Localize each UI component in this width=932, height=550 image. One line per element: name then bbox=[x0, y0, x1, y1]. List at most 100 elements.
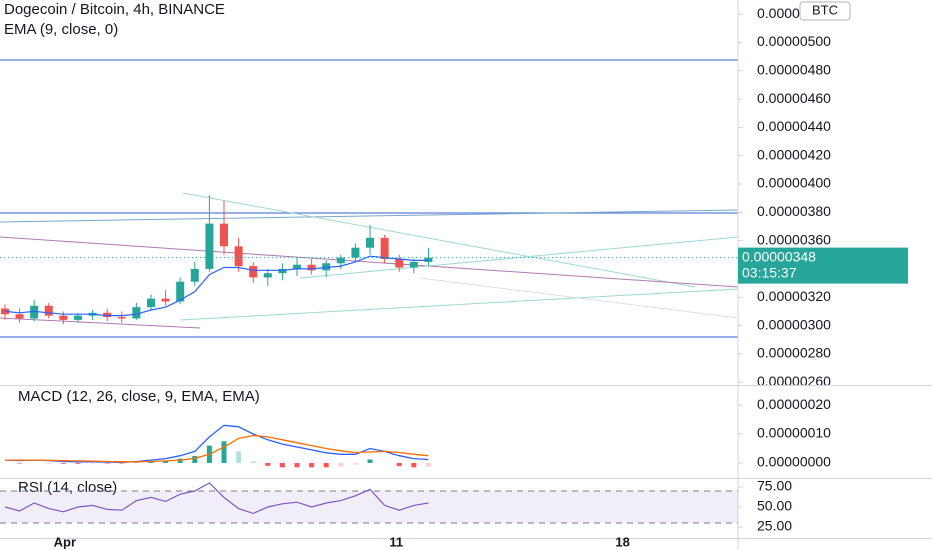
currency[interactable]: BTC bbox=[812, 2, 838, 17]
macd-hist bbox=[309, 462, 315, 468]
macd-hist bbox=[148, 461, 154, 463]
rsi-line bbox=[4, 482, 429, 515]
candle-body bbox=[249, 266, 258, 278]
macd-hist bbox=[367, 459, 373, 463]
x-tick-label: 11 bbox=[389, 534, 403, 549]
macd-line bbox=[4, 424, 429, 464]
macd-hist bbox=[163, 460, 169, 463]
candle-body bbox=[293, 264, 302, 269]
candle-body bbox=[161, 298, 170, 302]
y-tick-label: 0.00000020 bbox=[757, 396, 831, 412]
candle-body bbox=[380, 237, 389, 260]
candle-body bbox=[0, 308, 9, 315]
candle-body bbox=[424, 257, 433, 262]
candle-body bbox=[322, 263, 331, 271]
candle-body bbox=[73, 315, 82, 320]
ema-label: EMA (9, close, 0) bbox=[4, 21, 118, 38]
trend-line bbox=[0, 317, 201, 329]
y-tick-label: 0.00000440 bbox=[757, 118, 831, 134]
trend-line bbox=[419, 277, 738, 319]
y-tick-label: 50.00 bbox=[757, 498, 792, 514]
y-tick-label: 0.00000360 bbox=[757, 231, 831, 247]
candle-body bbox=[234, 246, 243, 267]
macd-hist bbox=[60, 462, 66, 464]
macd-hist bbox=[236, 451, 242, 463]
countdown: 03:15:37 bbox=[742, 264, 797, 280]
last-price: 0.00000348 bbox=[742, 248, 816, 264]
macd-hist bbox=[119, 462, 125, 464]
trend-line bbox=[0, 209, 738, 223]
y-tick-label: 75.00 bbox=[757, 478, 792, 494]
macd-hist bbox=[104, 462, 110, 464]
y-tick-label: 0.00000460 bbox=[757, 90, 831, 106]
y-tick-label: 0.00000280 bbox=[757, 345, 831, 361]
price-axis: 0.000005200.000005000.000004800.00000460… bbox=[738, 5, 831, 389]
candle-body bbox=[117, 317, 126, 319]
macd-hist bbox=[177, 458, 183, 463]
macd-hist bbox=[396, 462, 402, 467]
candle-body bbox=[205, 223, 214, 269]
y-tick-label: 0.00000000 bbox=[757, 454, 831, 470]
rsi-band bbox=[0, 491, 738, 523]
main-pane bbox=[0, 195, 738, 325]
candle-body bbox=[336, 257, 345, 264]
candle-body bbox=[146, 298, 155, 308]
candle-body bbox=[278, 268, 287, 274]
candle-body bbox=[409, 261, 418, 268]
y-tick-label: 0.00000260 bbox=[757, 373, 831, 389]
candle-body bbox=[263, 273, 272, 278]
macd-hist bbox=[265, 462, 271, 466]
trend-line bbox=[0, 236, 738, 288]
candle-body bbox=[30, 305, 39, 319]
y-tick-label: 0.00000400 bbox=[757, 175, 831, 191]
candle-body bbox=[351, 247, 360, 258]
y-tick-label: 0.00000300 bbox=[757, 316, 831, 332]
x-tick-label: 18 bbox=[615, 534, 629, 549]
candle-body bbox=[307, 264, 316, 271]
y-tick-label: 0.00000480 bbox=[757, 61, 831, 77]
y-tick-label: 0.00000420 bbox=[757, 146, 831, 162]
y-tick-label: 0.00000380 bbox=[757, 203, 831, 219]
currency-box[interactable] bbox=[799, 1, 851, 21]
macd-line bbox=[5, 434, 429, 463]
macd-title: MACD (12, 26, close, 9, EMA, EMA) bbox=[18, 388, 260, 405]
y-tick-label: 0.00000500 bbox=[757, 33, 831, 49]
macd-hist bbox=[75, 462, 81, 464]
trend-line bbox=[182, 192, 696, 288]
macd-hist bbox=[425, 462, 431, 467]
macd-hist bbox=[192, 456, 198, 463]
drawings bbox=[0, 59, 738, 338]
trend-line bbox=[299, 236, 738, 279]
y-tick-label: 0.00000320 bbox=[757, 288, 831, 304]
candle-body bbox=[132, 307, 141, 319]
y-tick-label: 0.00000010 bbox=[757, 425, 831, 441]
macd-hist bbox=[338, 462, 344, 467]
overlay: Dogecoin / Bitcoin, 4h, BINANCE EMA (9, … bbox=[4, 1, 908, 496]
candle-body bbox=[219, 223, 228, 247]
candle-body bbox=[366, 237, 375, 248]
macd-hist bbox=[17, 462, 23, 464]
macd-hist bbox=[323, 462, 329, 468]
candle-body bbox=[59, 315, 68, 320]
trend-line bbox=[179, 288, 738, 321]
candle-body bbox=[103, 312, 112, 318]
macd-hist bbox=[250, 461, 256, 463]
macd-hist bbox=[352, 462, 358, 465]
candle-body bbox=[15, 314, 24, 319]
macd-hist bbox=[279, 462, 285, 468]
macd-hist bbox=[221, 441, 227, 463]
last-price-box bbox=[738, 247, 908, 284]
candle-body bbox=[44, 305, 53, 316]
ema-line bbox=[4, 255, 429, 317]
macd-hist bbox=[90, 462, 96, 464]
candle-body bbox=[176, 281, 185, 302]
macd-hist bbox=[411, 462, 417, 468]
x-tick-label: Apr bbox=[54, 534, 76, 549]
macd-hist bbox=[294, 462, 300, 468]
candle-body bbox=[190, 268, 199, 282]
chart-title: Dogecoin / Bitcoin, 4h, BINANCE bbox=[4, 1, 225, 18]
rsi-title: RSI (14, close) bbox=[18, 479, 117, 496]
y-tick-label: 25.00 bbox=[757, 518, 792, 534]
